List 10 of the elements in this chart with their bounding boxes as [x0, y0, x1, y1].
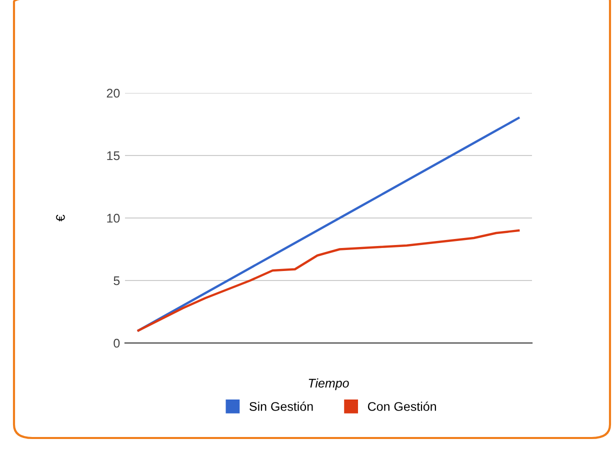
y-axis-title: € [56, 214, 65, 222]
y-tick-label: 10 [107, 214, 120, 223]
y-tick-label: 5 [114, 276, 120, 286]
legend-label: Con Gestión [368, 402, 436, 411]
x-axis-title: Tiempo [308, 378, 349, 390]
y-tick-label: 0 [114, 338, 120, 348]
line-series [137, 229, 520, 332]
legend-label: Sin Gestión [250, 402, 313, 411]
y-tick-label: 15 [107, 151, 120, 160]
y-tick-label: 20 [106, 88, 120, 98]
